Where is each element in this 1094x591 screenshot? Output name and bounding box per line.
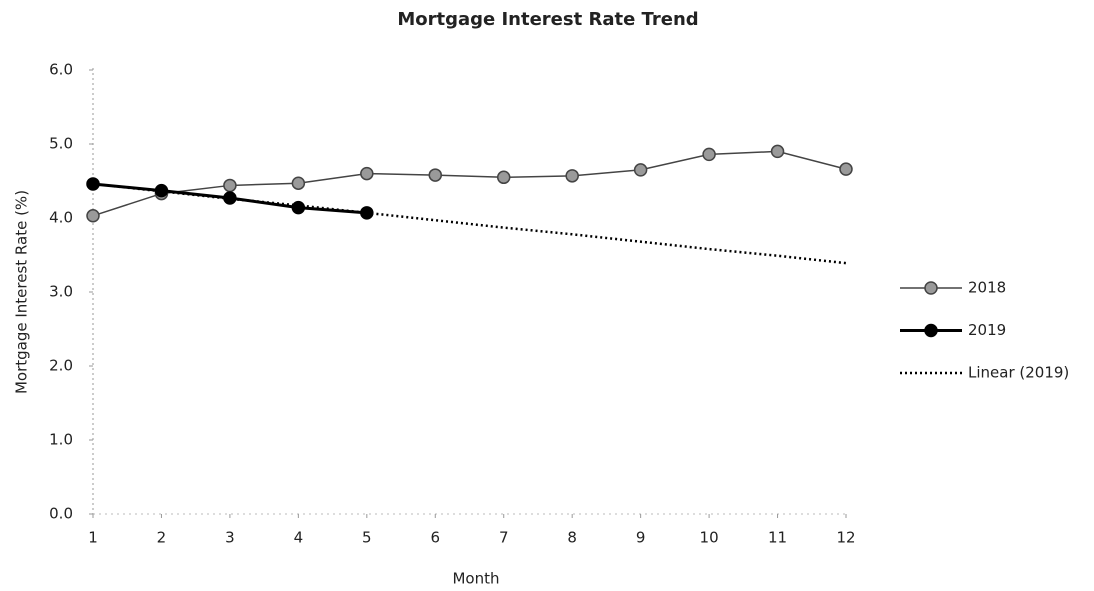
x-tick-label: 4 bbox=[294, 529, 304, 547]
chart-title: Mortgage Interest Rate Trend bbox=[397, 9, 698, 30]
y-tick-label: 0.0 bbox=[49, 505, 73, 523]
x-tick-label: 10 bbox=[700, 529, 719, 547]
x-tick-label: 3 bbox=[225, 529, 235, 547]
data-point bbox=[291, 200, 306, 215]
data-point bbox=[360, 166, 374, 181]
x-axis-label: Month bbox=[452, 570, 499, 588]
data-point bbox=[428, 168, 443, 182]
data-point bbox=[86, 209, 100, 223]
data-point bbox=[839, 162, 853, 176]
x-tick-label: 11 bbox=[768, 529, 787, 547]
legend-label: 2019 bbox=[968, 321, 1006, 339]
y-tick-label: 4.0 bbox=[49, 209, 73, 227]
y-tick-label: 1.0 bbox=[49, 431, 73, 449]
data-point bbox=[360, 206, 374, 220]
data-point bbox=[770, 144, 785, 159]
series-line bbox=[92, 150, 847, 217]
data-point bbox=[702, 147, 716, 162]
x-tick-label: 8 bbox=[567, 529, 577, 547]
y-tick-label: 6.0 bbox=[49, 61, 73, 79]
x-tick-label: 1 bbox=[88, 529, 98, 547]
x-tick-label: 2 bbox=[157, 529, 167, 547]
data-point bbox=[496, 170, 511, 185]
legend-label: Linear (2019) bbox=[968, 364, 1069, 382]
y-tick-label: 3.0 bbox=[49, 283, 73, 301]
x-tick-label: 9 bbox=[636, 529, 646, 547]
y-tick-label: 2.0 bbox=[49, 357, 73, 375]
data-point bbox=[223, 191, 237, 205]
x-tick-label: 5 bbox=[362, 529, 372, 547]
legend-label: 2018 bbox=[968, 279, 1006, 297]
x-tick-label: 7 bbox=[499, 529, 509, 547]
data-point bbox=[565, 169, 579, 183]
data-point bbox=[86, 177, 100, 191]
x-tick-label: 6 bbox=[430, 529, 440, 547]
y-tick-label: 5.0 bbox=[49, 135, 73, 153]
y-axis-label: Mortgage Interest Rate (%) bbox=[13, 190, 31, 394]
data-point bbox=[633, 163, 648, 177]
data-point bbox=[291, 176, 306, 190]
x-tick-label: 12 bbox=[836, 529, 855, 547]
legend-marker bbox=[924, 281, 938, 295]
data-point bbox=[154, 183, 169, 198]
legend-marker bbox=[924, 323, 938, 338]
data-point bbox=[223, 178, 237, 193]
